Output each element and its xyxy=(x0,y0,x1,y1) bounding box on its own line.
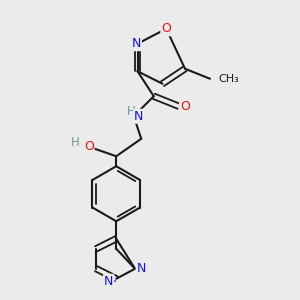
Text: O: O xyxy=(161,22,171,35)
Text: N: N xyxy=(134,110,143,123)
Text: N: N xyxy=(104,275,113,288)
Text: N: N xyxy=(132,37,141,50)
Text: H: H xyxy=(127,105,136,118)
Text: CH₃: CH₃ xyxy=(219,74,239,84)
Text: O: O xyxy=(180,100,190,113)
Text: H: H xyxy=(71,136,80,149)
Text: O: O xyxy=(84,140,94,153)
Text: N: N xyxy=(136,262,146,275)
